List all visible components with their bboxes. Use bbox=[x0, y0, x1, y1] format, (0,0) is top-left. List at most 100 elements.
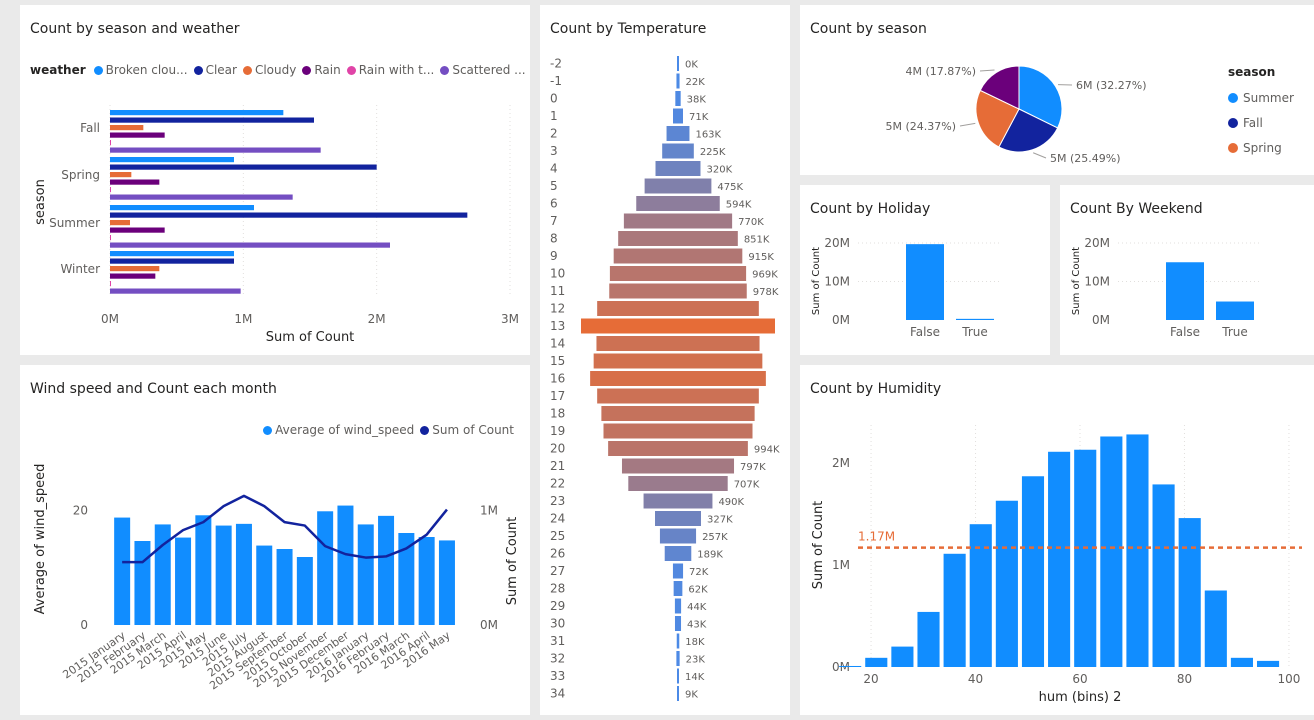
bar[interactable] bbox=[110, 187, 111, 193]
bar[interactable] bbox=[317, 511, 334, 625]
bar[interactable] bbox=[110, 117, 314, 123]
bar[interactable] bbox=[675, 91, 681, 106]
bar[interactable] bbox=[110, 227, 165, 233]
bar[interactable] bbox=[636, 196, 720, 211]
pie-slice[interactable] bbox=[979, 65, 1020, 110]
bar[interactable] bbox=[677, 56, 679, 71]
bar[interactable] bbox=[621, 458, 735, 474]
bar[interactable] bbox=[1074, 449, 1097, 667]
bar[interactable] bbox=[110, 110, 284, 116]
bar[interactable] bbox=[676, 73, 680, 89]
bar[interactable] bbox=[613, 248, 743, 264]
bar[interactable] bbox=[917, 611, 940, 667]
bar[interactable] bbox=[110, 266, 160, 272]
bar[interactable] bbox=[1021, 476, 1045, 667]
legend-item[interactable]: Spring bbox=[1228, 135, 1294, 160]
bar[interactable] bbox=[110, 212, 468, 218]
bar[interactable] bbox=[673, 581, 683, 596]
bar[interactable] bbox=[357, 524, 374, 625]
bar[interactable] bbox=[110, 147, 321, 153]
bar[interactable] bbox=[1100, 436, 1123, 667]
bar[interactable] bbox=[676, 651, 680, 666]
legend-item[interactable]: Sum of Count bbox=[420, 423, 514, 437]
bar[interactable] bbox=[601, 406, 755, 421]
legend-item[interactable]: Summer bbox=[1228, 85, 1294, 110]
bar[interactable] bbox=[110, 242, 390, 248]
bar[interactable] bbox=[628, 476, 728, 491]
bar[interactable] bbox=[110, 251, 234, 257]
bar[interactable] bbox=[1204, 590, 1227, 668]
bar[interactable] bbox=[623, 213, 733, 229]
bar[interactable] bbox=[1166, 262, 1204, 320]
bar[interactable] bbox=[110, 258, 234, 264]
bar[interactable] bbox=[597, 388, 759, 404]
bar[interactable] bbox=[659, 528, 697, 544]
bar[interactable] bbox=[677, 686, 679, 701]
bar[interactable] bbox=[906, 244, 944, 320]
bar[interactable] bbox=[378, 515, 395, 625]
legend-item[interactable]: Broken clou... bbox=[93, 63, 188, 77]
bar[interactable] bbox=[655, 511, 701, 526]
bar[interactable] bbox=[418, 537, 435, 625]
bar[interactable] bbox=[644, 178, 712, 194]
bar[interactable] bbox=[296, 557, 313, 625]
bar[interactable] bbox=[110, 235, 111, 241]
bar[interactable] bbox=[1230, 657, 1253, 667]
bar[interactable] bbox=[676, 633, 680, 649]
bar[interactable] bbox=[673, 108, 683, 124]
bar[interactable] bbox=[110, 205, 254, 211]
bar[interactable] bbox=[337, 505, 354, 625]
bar[interactable] bbox=[110, 179, 160, 185]
bar[interactable] bbox=[597, 301, 759, 316]
bar[interactable] bbox=[593, 353, 763, 369]
bar[interactable] bbox=[590, 371, 766, 386]
bar[interactable] bbox=[110, 164, 377, 170]
bar[interactable] bbox=[276, 549, 293, 625]
legend-item[interactable]: Scattered ... bbox=[440, 63, 526, 77]
bar[interactable] bbox=[110, 281, 111, 287]
bar[interactable] bbox=[398, 533, 415, 625]
bar[interactable] bbox=[438, 540, 455, 625]
bar[interactable] bbox=[1152, 484, 1175, 667]
bar[interactable] bbox=[672, 563, 684, 579]
bar[interactable] bbox=[215, 525, 232, 625]
bar[interactable] bbox=[608, 441, 748, 456]
bar[interactable] bbox=[995, 500, 1018, 667]
bar[interactable] bbox=[664, 546, 692, 561]
bar[interactable] bbox=[891, 646, 914, 667]
bar[interactable] bbox=[618, 231, 738, 246]
bar[interactable] bbox=[662, 143, 694, 159]
bar[interactable] bbox=[609, 283, 747, 299]
bar[interactable] bbox=[110, 194, 293, 200]
bar[interactable] bbox=[235, 523, 252, 625]
bar[interactable] bbox=[969, 524, 992, 667]
series-line[interactable] bbox=[122, 494, 448, 564]
legend-item[interactable]: Cloudy bbox=[242, 63, 296, 77]
bar[interactable] bbox=[609, 266, 747, 281]
bar[interactable] bbox=[110, 220, 130, 226]
bar[interactable] bbox=[114, 517, 131, 625]
bar[interactable] bbox=[674, 616, 682, 631]
legend-item[interactable]: Fall bbox=[1228, 110, 1294, 135]
bar[interactable] bbox=[596, 336, 760, 351]
legend-item[interactable]: Rain bbox=[302, 63, 341, 77]
pie-slice[interactable] bbox=[975, 89, 1020, 148]
bar[interactable] bbox=[134, 541, 151, 625]
bar[interactable] bbox=[943, 553, 966, 667]
bar[interactable] bbox=[110, 172, 132, 178]
bar[interactable] bbox=[1178, 518, 1201, 667]
bar[interactable] bbox=[1048, 451, 1071, 667]
bar[interactable] bbox=[666, 126, 690, 141]
bar[interactable] bbox=[956, 318, 994, 320]
bar[interactable] bbox=[256, 545, 273, 625]
bar[interactable] bbox=[603, 423, 753, 439]
bar[interactable] bbox=[839, 665, 862, 667]
bar[interactable] bbox=[195, 515, 212, 625]
bar[interactable] bbox=[655, 161, 701, 176]
bar[interactable] bbox=[1256, 660, 1280, 667]
bar[interactable] bbox=[175, 537, 192, 625]
bar[interactable] bbox=[110, 125, 144, 131]
bar[interactable] bbox=[110, 140, 111, 146]
bar[interactable] bbox=[110, 288, 241, 294]
bar[interactable] bbox=[1126, 434, 1149, 667]
